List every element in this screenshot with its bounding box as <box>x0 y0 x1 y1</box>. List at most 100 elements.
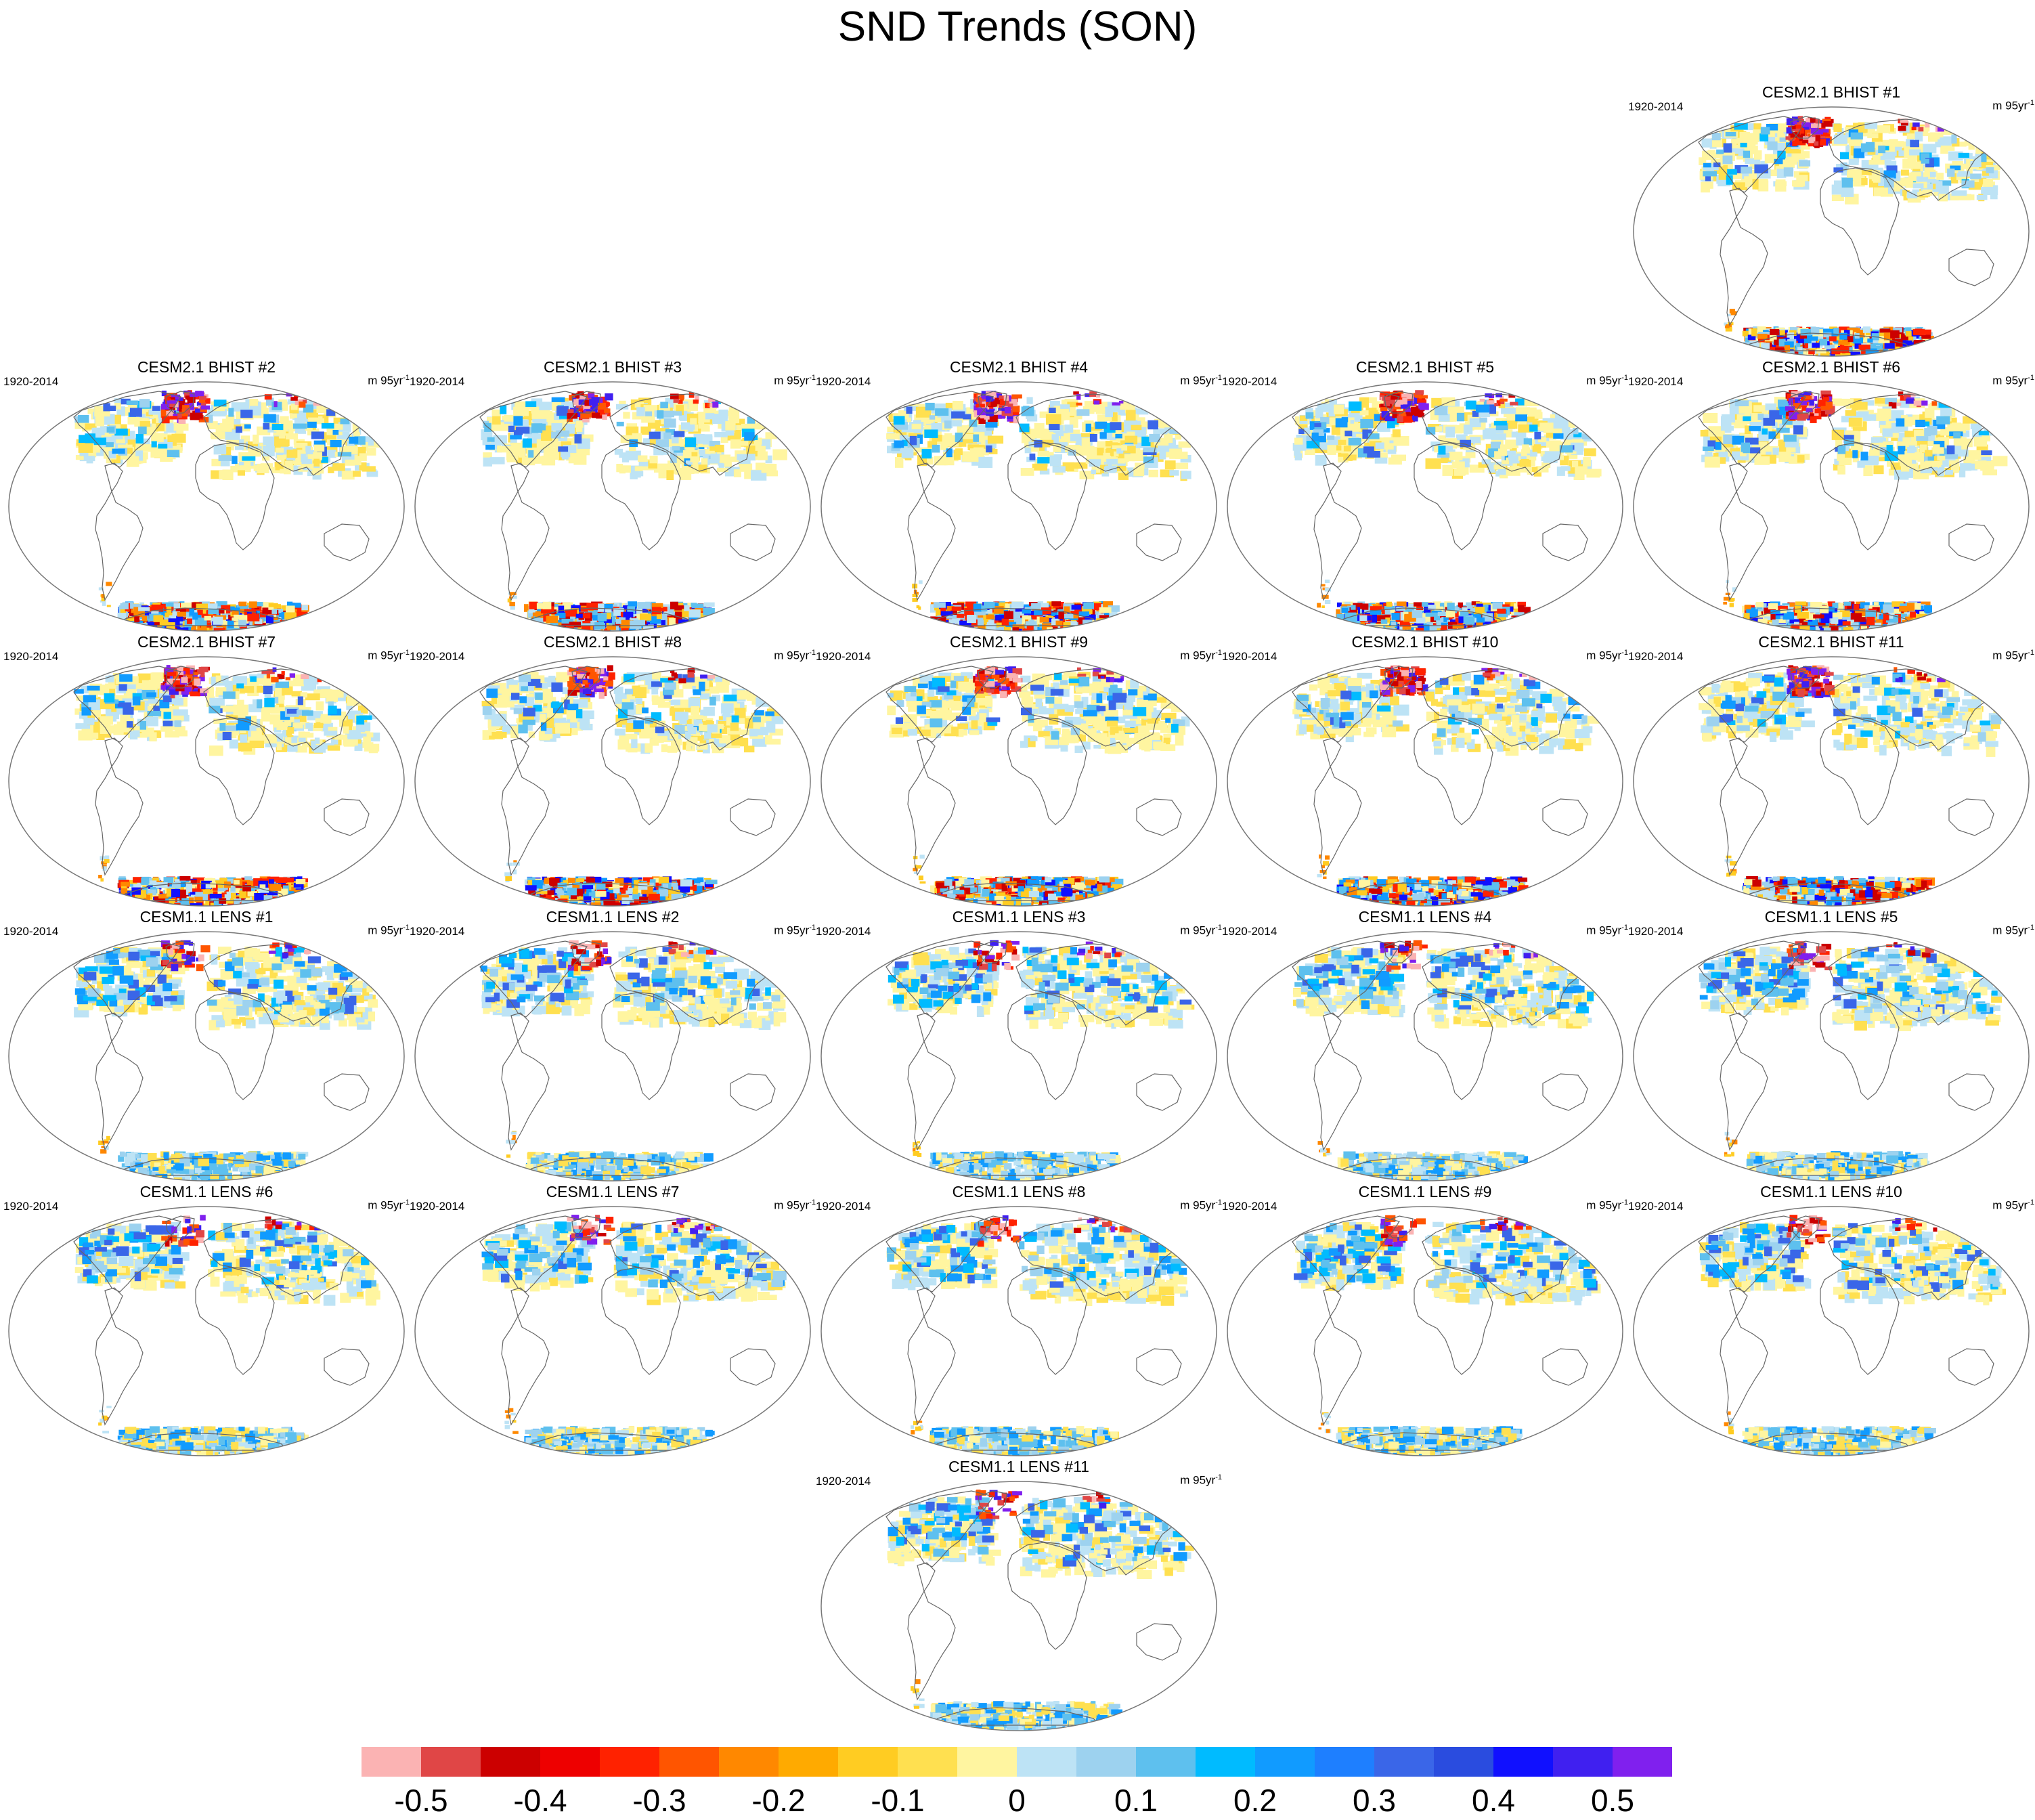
coastline <box>195 717 275 825</box>
panel-period: 1920-2014 <box>1628 100 1683 114</box>
map-border <box>820 1206 1217 1456</box>
panel-period: 1920-2014 <box>1628 375 1683 389</box>
units-exponent: -1 <box>2028 649 2034 657</box>
units-exponent: -1 <box>1621 374 1628 382</box>
panel-title: CESM1.1 LENS #3 <box>883 907 1154 926</box>
panel-title: CESM1.1 LENS #4 <box>1290 907 1560 926</box>
coastline <box>523 607 695 626</box>
coastline <box>978 940 1007 963</box>
coastline <box>1336 882 1508 901</box>
coastline <box>1414 442 1493 550</box>
map <box>820 1481 1217 1731</box>
map <box>1633 106 2030 357</box>
map-panel: CESM2.1 BHIST #1 1920-2014 m 95yr-1 <box>1628 83 2034 360</box>
units-base: m 95yr <box>1180 1474 1215 1487</box>
units-base: m 95yr <box>1992 1199 2028 1212</box>
colorbar-tick-label: -0.3 <box>632 1783 686 1817</box>
coastline <box>1790 940 1820 963</box>
coastline <box>1015 943 1182 1026</box>
panel-period: 1920-2014 <box>1222 1200 1277 1213</box>
coastline <box>1422 393 1588 476</box>
map-border <box>8 931 405 1182</box>
colorbar-swatch <box>1613 1747 1672 1777</box>
coastline <box>1790 116 1820 139</box>
colorbar <box>362 1747 1672 1777</box>
coastline <box>479 666 588 743</box>
coastline <box>1136 798 1182 836</box>
panel-units: m 95yr-1 <box>774 1196 816 1213</box>
coastline <box>195 992 275 1100</box>
coastline <box>73 666 181 743</box>
coastline <box>1336 607 1508 626</box>
map-border <box>1227 931 1623 1182</box>
map-panel: CESM1.1 LENS #8 1920-2014 m 95yr-1 <box>816 1182 1222 1460</box>
coastline <box>978 1490 1007 1513</box>
map-border <box>1633 381 2030 632</box>
coastline <box>1292 391 1400 468</box>
coastline <box>1313 1287 1362 1426</box>
units-exponent: -1 <box>403 649 410 657</box>
coastline <box>1136 1073 1182 1111</box>
panel-units: m 95yr-1 <box>1180 646 1222 663</box>
map-border <box>1227 656 1623 907</box>
panel-title: CESM1.1 LENS #11 <box>883 1457 1154 1476</box>
map-panel: CESM2.1 BHIST #2 1920-2014 m 95yr-1 <box>3 358 410 635</box>
coastline <box>1828 118 1994 201</box>
trend-field <box>1292 390 1602 631</box>
panel-period: 1920-2014 <box>816 375 871 389</box>
coastline <box>1007 992 1087 1100</box>
units-exponent: -1 <box>2028 924 2034 932</box>
coastline <box>907 737 956 876</box>
panel-units: m 95yr-1 <box>368 371 410 388</box>
map <box>8 656 405 907</box>
coastline <box>1542 798 1588 836</box>
coastline <box>95 737 144 876</box>
coastline <box>907 1287 956 1426</box>
coastline <box>479 940 588 1018</box>
coastline <box>324 523 370 561</box>
coastline <box>1542 1348 1588 1386</box>
coastline <box>1698 116 1806 193</box>
map <box>820 931 1217 1182</box>
coastline <box>324 1348 370 1386</box>
colorbar-tick-label: 0 <box>1008 1783 1026 1817</box>
map-panel: CESM1.1 LENS #6 1920-2014 m 95yr-1 <box>3 1182 410 1460</box>
panel-units: m 95yr-1 <box>1586 371 1628 388</box>
coastline <box>609 393 776 476</box>
units-exponent: -1 <box>809 649 816 657</box>
units-exponent: -1 <box>1215 649 1222 657</box>
coastline <box>1948 523 1994 561</box>
panel-title: CESM2.1 BHIST #10 <box>1290 632 1560 651</box>
coastline <box>1948 248 1994 286</box>
units-base: m 95yr <box>368 924 403 937</box>
coastline <box>1948 1073 1994 1111</box>
coastline <box>73 940 181 1018</box>
units-base: m 95yr <box>774 1199 809 1212</box>
map-panel: CESM2.1 BHIST #7 1920-2014 m 95yr-1 <box>3 632 410 910</box>
panel-title: CESM2.1 BHIST #6 <box>1696 358 1967 376</box>
map-border <box>1633 106 2030 357</box>
panel-title: CESM1.1 LENS #7 <box>477 1182 748 1201</box>
map <box>1633 1206 2030 1456</box>
coastline <box>1948 798 1994 836</box>
coastline <box>1698 1215 1806 1293</box>
coastline <box>1720 1287 1768 1426</box>
colorbar-labels: -0.5 -0.4 -0.3 -0.2 -0.1 0 0.1 0.2 0.3 0.4 0.5 <box>362 1783 1672 1817</box>
map-panel: CESM2.1 BHIST #9 1920-2014 m 95yr-1 <box>816 632 1222 910</box>
coastline <box>929 1432 1101 1451</box>
trend-field <box>1700 390 2008 631</box>
coastline <box>165 1215 195 1238</box>
trend-field <box>1699 941 2005 1181</box>
trend-field <box>886 391 1191 631</box>
trend-field <box>1699 1215 2007 1456</box>
map-panel: CESM2.1 BHIST #6 1920-2014 m 95yr-1 <box>1628 358 2034 635</box>
units-exponent: -1 <box>403 374 410 382</box>
panel-units: m 95yr-1 <box>1586 921 1628 938</box>
map <box>1227 381 1623 632</box>
coastline <box>571 391 601 414</box>
coastline <box>1720 462 1768 601</box>
map-border <box>820 931 1217 1182</box>
coastline <box>907 1562 956 1701</box>
panel-units: m 95yr-1 <box>1992 646 2034 663</box>
coastline <box>1422 943 1588 1026</box>
